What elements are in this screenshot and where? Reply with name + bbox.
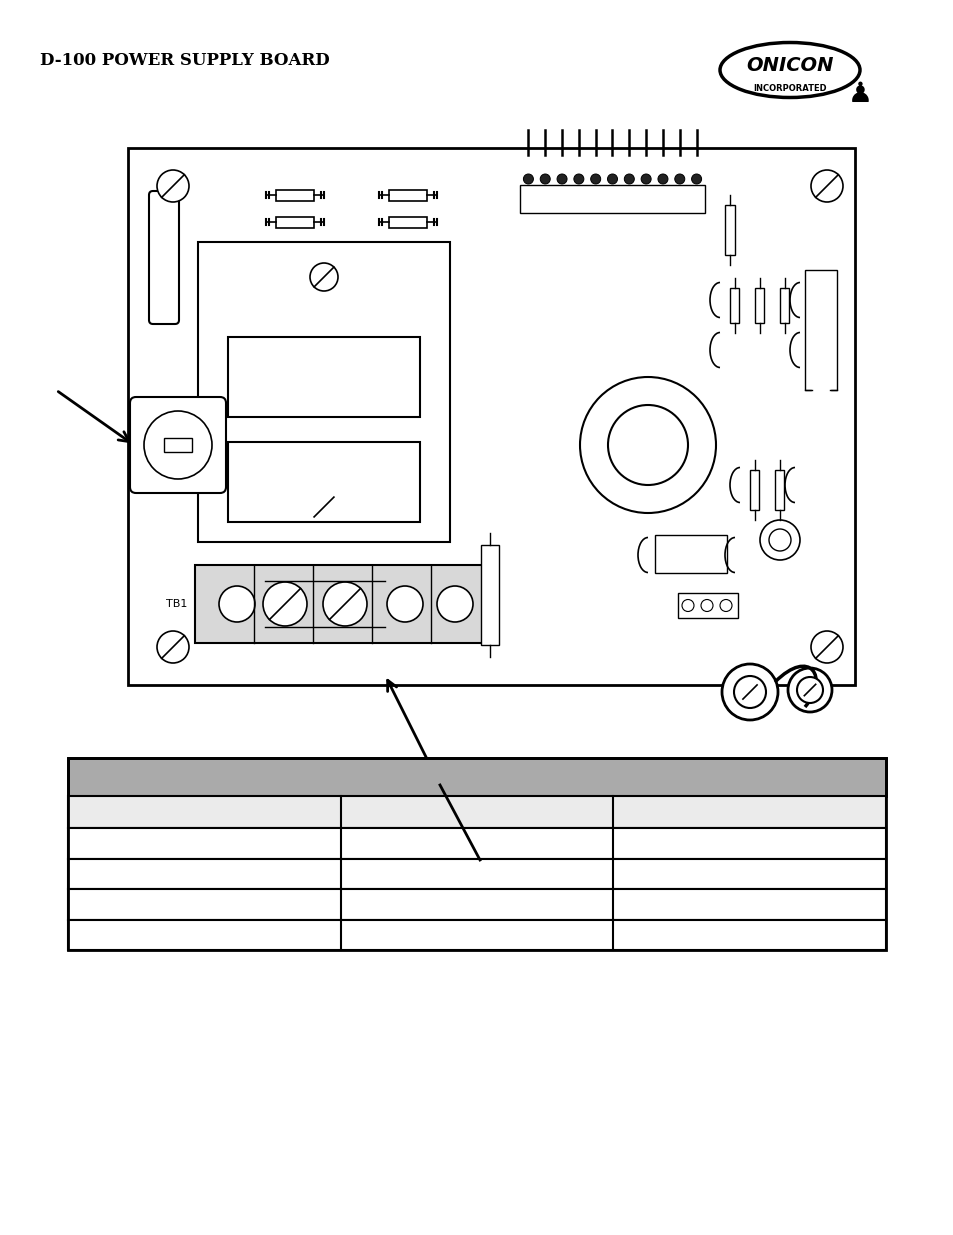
- Circle shape: [810, 631, 842, 663]
- Circle shape: [607, 405, 687, 485]
- Bar: [68, 758, 885, 950]
- Bar: [68, 758, 885, 797]
- Circle shape: [760, 520, 800, 559]
- Circle shape: [681, 599, 693, 611]
- Circle shape: [700, 599, 712, 611]
- Bar: [275, 216, 314, 227]
- Bar: [780, 288, 789, 322]
- Circle shape: [144, 411, 212, 479]
- Bar: [68, 858, 885, 889]
- Bar: [480, 545, 498, 645]
- Bar: [389, 189, 427, 200]
- Bar: [228, 442, 419, 522]
- Circle shape: [219, 585, 254, 622]
- Text: INCORPORATED: INCORPORATED: [753, 84, 826, 93]
- Circle shape: [768, 529, 790, 551]
- Bar: [68, 827, 885, 858]
- Bar: [678, 593, 738, 618]
- Circle shape: [574, 174, 583, 184]
- Bar: [804, 270, 836, 390]
- Bar: [655, 535, 726, 573]
- Circle shape: [263, 582, 307, 626]
- Bar: [755, 288, 763, 322]
- Circle shape: [721, 664, 778, 720]
- Circle shape: [691, 174, 700, 184]
- Circle shape: [539, 174, 550, 184]
- Bar: [68, 920, 885, 950]
- Circle shape: [796, 677, 822, 703]
- Text: TB1: TB1: [166, 599, 187, 609]
- Text: D-100 POWER SUPPLY BOARD: D-100 POWER SUPPLY BOARD: [40, 52, 330, 69]
- Bar: [730, 288, 739, 322]
- Circle shape: [590, 174, 600, 184]
- Circle shape: [310, 493, 337, 521]
- Ellipse shape: [720, 42, 859, 98]
- Bar: [68, 889, 885, 920]
- Bar: [724, 205, 734, 254]
- Circle shape: [579, 377, 716, 513]
- Circle shape: [607, 174, 617, 184]
- Circle shape: [801, 682, 817, 698]
- Bar: [128, 148, 854, 685]
- Bar: [775, 471, 783, 510]
- Circle shape: [623, 174, 634, 184]
- Circle shape: [323, 582, 367, 626]
- Bar: [164, 438, 192, 452]
- Circle shape: [658, 174, 667, 184]
- Circle shape: [523, 174, 533, 184]
- FancyBboxPatch shape: [130, 396, 226, 493]
- Bar: [198, 242, 450, 542]
- Bar: [389, 216, 427, 227]
- Circle shape: [157, 170, 189, 203]
- Circle shape: [740, 682, 760, 701]
- Bar: [275, 189, 314, 200]
- FancyBboxPatch shape: [149, 191, 179, 324]
- Bar: [750, 471, 759, 510]
- Circle shape: [157, 631, 189, 663]
- Circle shape: [674, 174, 684, 184]
- Bar: [194, 564, 490, 643]
- Circle shape: [720, 599, 731, 611]
- Circle shape: [387, 585, 422, 622]
- Bar: [228, 337, 419, 417]
- Circle shape: [810, 170, 842, 203]
- Circle shape: [310, 263, 337, 291]
- Circle shape: [436, 585, 473, 622]
- Bar: [68, 797, 885, 827]
- Circle shape: [557, 174, 566, 184]
- Circle shape: [733, 676, 765, 708]
- Bar: [519, 185, 704, 212]
- Circle shape: [787, 668, 831, 713]
- Text: ONICON: ONICON: [745, 56, 833, 74]
- Circle shape: [640, 174, 651, 184]
- Text: ♟: ♟: [846, 80, 872, 107]
- Bar: [811, 387, 829, 396]
